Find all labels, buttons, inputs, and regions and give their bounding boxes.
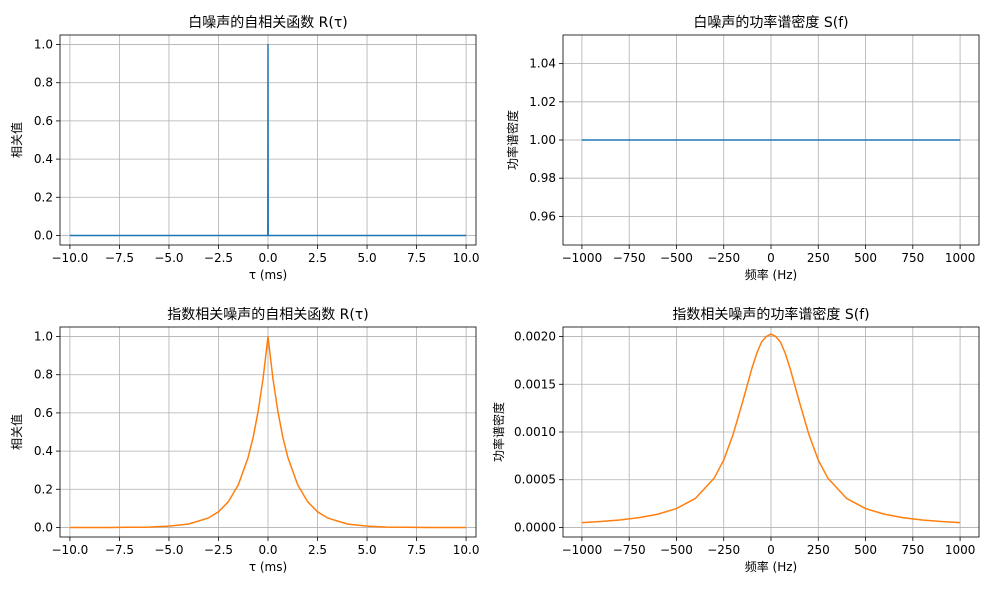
y-tick-label: 0.96 — [529, 209, 556, 223]
x-axis-label: τ (ms) — [249, 560, 287, 574]
x-tick-label: −7.5 — [105, 543, 134, 557]
x-tick-label: −500 — [660, 251, 693, 265]
x-tick-label: 750 — [901, 543, 924, 557]
x-tick-label: 5.0 — [358, 543, 377, 557]
x-tick-label: 7.5 — [407, 543, 426, 557]
y-tick-label: 0.0005 — [514, 473, 556, 487]
x-tick-label: 2.5 — [308, 251, 327, 265]
subplot-title: 指数相关噪声的自相关函数 R(τ) — [167, 307, 369, 323]
y-tick-label: 1.02 — [529, 95, 556, 109]
x-tick-label: 0 — [767, 543, 775, 557]
y-axis-label: 相关值 — [9, 414, 24, 450]
y-tick-label: 0.0010 — [514, 425, 556, 439]
x-tick-label: −750 — [613, 251, 646, 265]
y-tick-label: 0.4 — [34, 444, 53, 458]
subplot-exponential-noise-psd: −1000 −750 −500 −250 0 250 500 750 1000 0.0000 0.0… — [491, 306, 980, 574]
x-tick-label: −5.0 — [154, 543, 183, 557]
x-tick-label: −5.0 — [154, 251, 183, 265]
y-tick-label: 0.0 — [34, 228, 53, 242]
series-line — [69, 335, 467, 529]
y-tick-label: 1.0 — [34, 38, 53, 52]
y-tick-label: 0.0020 — [514, 330, 556, 344]
x-tick-label: 250 — [807, 543, 830, 557]
x-tick-label: −10.0 — [52, 543, 89, 557]
x-tick-label: −7.5 — [105, 251, 134, 265]
subplot-title: 指数相关噪声的功率谱密度 S(f) — [672, 306, 869, 323]
y-tick-label: 0.6 — [34, 406, 53, 420]
x-tick-label: −750 — [613, 543, 646, 557]
x-tick-label: 2.5 — [308, 543, 327, 557]
y-tick-label: 0.8 — [34, 368, 53, 382]
series-line — [581, 333, 961, 524]
y-tick-label: 0.6 — [34, 114, 53, 128]
y-tick-label: 0.0015 — [514, 377, 556, 391]
x-tick-label: 750 — [901, 251, 924, 265]
x-tick-label: −1000 — [562, 251, 603, 265]
x-tick-label: −500 — [660, 543, 693, 557]
x-tick-label: −1000 — [562, 543, 603, 557]
y-axis-label: 功率谱密度 — [505, 110, 520, 170]
x-tick-label: −2.5 — [204, 543, 233, 557]
y-tick-label: 1.0 — [34, 330, 53, 344]
x-tick-label: −2.5 — [204, 251, 233, 265]
x-tick-label: 0.0 — [258, 251, 277, 265]
y-tick-label: 0.98 — [529, 171, 556, 185]
x-tick-label: 0 — [767, 251, 775, 265]
y-tick-label: 0.8 — [34, 76, 53, 90]
x-tick-label: −10.0 — [52, 251, 89, 265]
x-axis-label: 频率 (Hz) — [745, 559, 798, 574]
x-tick-label: 0.0 — [258, 543, 277, 557]
x-tick-label: 500 — [854, 543, 877, 557]
subplot-exponential-noise-autocorrelation: −10.0 −7.5 −5.0 −2.5 0.0 2.5 5.0 7.5 10.0 0.0 0.2 0… — [9, 307, 479, 574]
x-tick-label: 10.0 — [453, 251, 480, 265]
x-tick-label: 1000 — [945, 251, 976, 265]
x-tick-label: 250 — [807, 251, 830, 265]
x-tick-label: −250 — [707, 543, 740, 557]
y-axis-label: 功率谱密度 — [491, 402, 506, 462]
x-tick-label: 500 — [854, 251, 877, 265]
y-tick-label: 0.0 — [34, 520, 53, 534]
x-tick-label: 7.5 — [407, 251, 426, 265]
y-tick-label: 1.04 — [529, 57, 556, 71]
y-tick-label: 0.2 — [34, 190, 53, 204]
x-tick-label: −250 — [707, 251, 740, 265]
x-tick-label: 10.0 — [453, 543, 480, 557]
x-tick-label: 1000 — [945, 543, 976, 557]
y-tick-label: 0.0000 — [514, 520, 556, 534]
subplot-title: 白噪声的功率谱密度 S(f) — [693, 14, 848, 31]
x-axis-label: 频率 (Hz) — [745, 267, 798, 282]
series-line — [69, 43, 467, 237]
y-tick-label: 0.2 — [34, 482, 53, 496]
subplot-white-noise-psd: −1000 −750 −500 −250 0 250 500 750 1000 0.96 0.98 1… — [505, 14, 980, 282]
subplot-title: 白噪声的自相关函数 R(τ) — [188, 15, 348, 31]
x-axis-label: τ (ms) — [249, 268, 287, 282]
x-tick-label: 5.0 — [358, 251, 377, 265]
y-axis-label: 相关值 — [9, 122, 24, 158]
y-tick-label: 0.4 — [34, 152, 53, 166]
y-tick-label: 1.00 — [529, 133, 556, 147]
subplot-white-noise-autocorrelation: −10.0 −7.5 −5.0 −2.5 0.0 2.5 5.0 7.5 10.0 0.0 0.2 0… — [9, 15, 479, 282]
